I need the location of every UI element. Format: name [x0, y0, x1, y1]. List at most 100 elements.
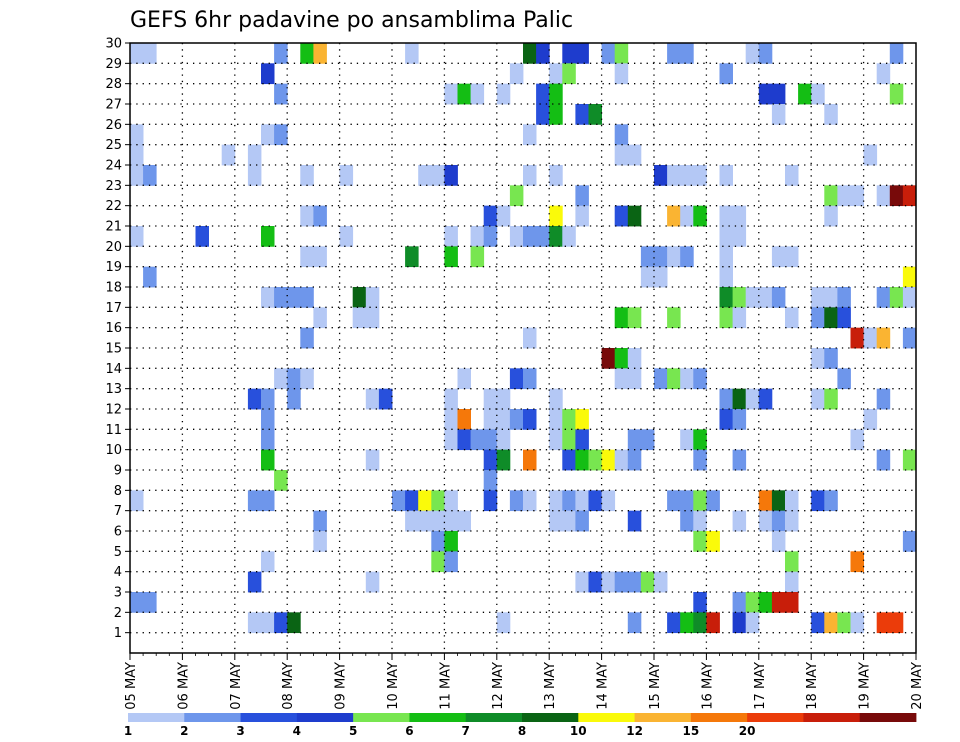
heatmap-cell: [876, 63, 891, 85]
heatmap-cell: [457, 409, 471, 430]
heatmap-cell: [562, 43, 576, 64]
heatmap-cell: [680, 429, 694, 451]
heatmap-cell: [562, 429, 576, 451]
heatmap-cell: [902, 287, 917, 308]
x-tick-label: 18 MAY: [805, 662, 820, 710]
heatmap-cell: [732, 388, 747, 410]
x-tick-label: 08 MAY: [281, 662, 296, 710]
heatmap-cell: [575, 449, 589, 471]
heatmap-cell: [614, 144, 629, 166]
heatmap-cell: [313, 43, 327, 64]
heatmap-cell: [444, 388, 458, 410]
y-tick-label: 21: [105, 220, 122, 235]
heatmap-cell: [418, 510, 432, 532]
y-tick-label: 24: [105, 159, 122, 174]
x-tick-label: 15 MAY: [648, 662, 663, 710]
heatmap-cell: [365, 449, 380, 471]
heatmap-cell: [771, 510, 786, 532]
heatmap-cell: [575, 185, 589, 207]
heatmap-cell: [680, 246, 694, 268]
heatmap-cell: [706, 490, 720, 512]
heatmap-cell: [274, 124, 288, 146]
heatmap-cell: [785, 246, 799, 268]
x-tick-label: 12 MAY: [491, 662, 506, 710]
heatmap-cell: [365, 571, 380, 593]
heatmap-cell: [392, 490, 406, 512]
heatmap-cell: [719, 287, 733, 308]
colorbar-segment: [522, 713, 579, 722]
heatmap-cell: [523, 409, 537, 430]
heatmap-cell: [261, 449, 275, 471]
colorbar-segment: [353, 713, 410, 722]
heatmap-cell: [130, 490, 144, 512]
y-tick-label: 10: [105, 443, 122, 458]
heatmap-cell: [431, 551, 445, 573]
heatmap-cell: [693, 612, 707, 634]
heatmap-cell: [732, 205, 747, 227]
heatmap-cell: [509, 63, 524, 85]
x-tick-label: 10 MAY: [386, 662, 401, 710]
heatmap-cell: [654, 266, 668, 288]
heatmap-cell: [431, 510, 445, 532]
heatmap-cell: [824, 205, 838, 227]
heatmap-cell: [444, 429, 458, 451]
heatmap-cell: [261, 429, 275, 451]
heatmap-cell: [247, 388, 262, 410]
heatmap-cell: [889, 43, 904, 64]
y-tick-label: 4: [114, 565, 122, 580]
heatmap-cell: [536, 83, 550, 105]
heatmap-cell: [496, 205, 511, 227]
heatmap-cell: [365, 287, 380, 308]
heatmap-cell: [523, 368, 537, 390]
heatmap-cell: [667, 612, 681, 634]
heatmap-cell: [693, 592, 707, 613]
heatmap-cell: [614, 205, 629, 227]
heatmap-cell: [785, 551, 799, 573]
heatmap-cell: [876, 612, 891, 634]
heatmap-cell: [902, 531, 917, 552]
heatmap-cell: [431, 531, 445, 552]
heatmap-cell: [562, 409, 576, 430]
y-tick-label: 25: [105, 138, 122, 153]
heatmap-cell: [261, 612, 275, 634]
heatmap-cell: [850, 551, 864, 573]
heatmap-cell: [876, 287, 891, 308]
heatmap-cell: [863, 327, 878, 349]
heatmap-cell: [667, 165, 681, 186]
heatmap-cell: [549, 226, 563, 247]
y-tick-label: 29: [105, 57, 122, 72]
heatmap-cell: [850, 612, 864, 634]
heatmap-cell: [130, 592, 144, 613]
heatmap-cell: [627, 368, 642, 390]
heatmap-cell: [313, 205, 327, 227]
heatmap-cell: [352, 287, 367, 308]
x-tick-label: 16 MAY: [700, 662, 715, 710]
heatmap-cell: [640, 571, 655, 593]
heatmap-cell: [627, 307, 642, 329]
heatmap-cell: [654, 571, 668, 593]
y-tick-label: 30: [105, 37, 122, 52]
x-tick-label: 09 MAY: [334, 662, 349, 710]
heatmap-cell: [758, 287, 773, 308]
heatmap-cell: [627, 144, 642, 166]
y-tick-label: 28: [105, 77, 122, 92]
heatmap-cell: [523, 490, 537, 512]
heatmap-cell: [824, 348, 838, 369]
heatmap-cell: [130, 124, 144, 146]
heatmap-cell: [457, 429, 471, 451]
heatmap-cell: [902, 185, 917, 207]
heatmap-cell: [745, 612, 760, 634]
heatmap-cell: [300, 246, 314, 268]
heatmap-cell: [365, 307, 380, 329]
heatmap-cell: [680, 165, 694, 186]
heatmap-cell: [719, 226, 733, 247]
heatmap-cell: [444, 226, 458, 247]
colorbar-label: 12: [626, 724, 643, 738]
heatmap-cell: [863, 144, 878, 166]
heatmap-cell: [758, 592, 773, 613]
heatmap-cell: [130, 165, 144, 186]
heatmap-cell: [680, 205, 694, 227]
heatmap-cell: [837, 368, 851, 390]
heatmap-cell: [614, 348, 629, 369]
heatmap-cell: [274, 287, 288, 308]
